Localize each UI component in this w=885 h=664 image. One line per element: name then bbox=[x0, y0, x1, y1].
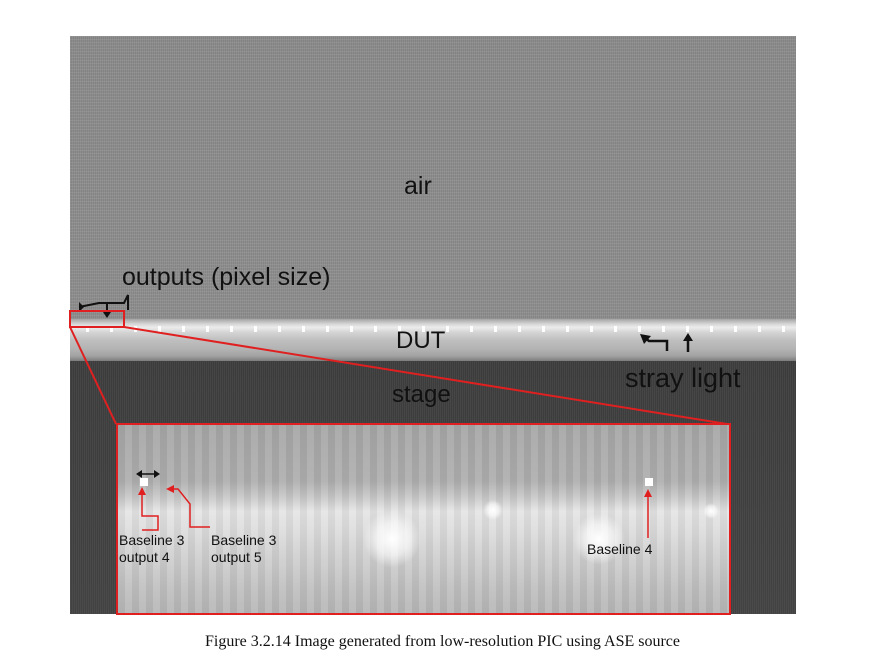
air-region bbox=[70, 36, 796, 319]
air-label: air bbox=[404, 172, 432, 200]
outputs-label: outputs (pixel size) bbox=[122, 263, 331, 291]
baseline3-output4-label: Baseline 3 output 4 bbox=[119, 532, 185, 565]
baseline4-label: Baseline 4 bbox=[587, 541, 653, 557]
bright-spot bbox=[573, 513, 625, 565]
zoom-line-right bbox=[123, 326, 728, 425]
pixel-width-double-arrow-icon bbox=[136, 470, 160, 478]
highlight-box bbox=[69, 310, 125, 328]
stage-label: stage bbox=[392, 381, 451, 408]
output5-arrow-icon bbox=[172, 488, 210, 528]
zoomed-inset: Baseline 3 output 4 Baseline 3 output 5 … bbox=[116, 423, 731, 615]
figure-caption: Figure 3.2.14 Image generated from low-r… bbox=[204, 633, 681, 650]
bright-spot bbox=[363, 510, 421, 568]
bright-spot bbox=[483, 500, 503, 520]
output4-arrow-icon bbox=[141, 494, 159, 531]
outputs-arrow-left-icon bbox=[79, 302, 84, 312]
baseline3-output5-label: Baseline 3 output 5 bbox=[211, 532, 277, 565]
dut-label: DUT bbox=[396, 327, 446, 354]
output-4-pixel bbox=[140, 478, 148, 486]
baseline-4-pixel bbox=[645, 478, 653, 486]
stray-light-label: stray light bbox=[625, 363, 741, 393]
outputs-arrow-down-icon bbox=[103, 312, 111, 318]
dut-bright-spots bbox=[70, 326, 796, 332]
bright-spot bbox=[703, 503, 719, 519]
zoom-line-left bbox=[69, 326, 117, 425]
